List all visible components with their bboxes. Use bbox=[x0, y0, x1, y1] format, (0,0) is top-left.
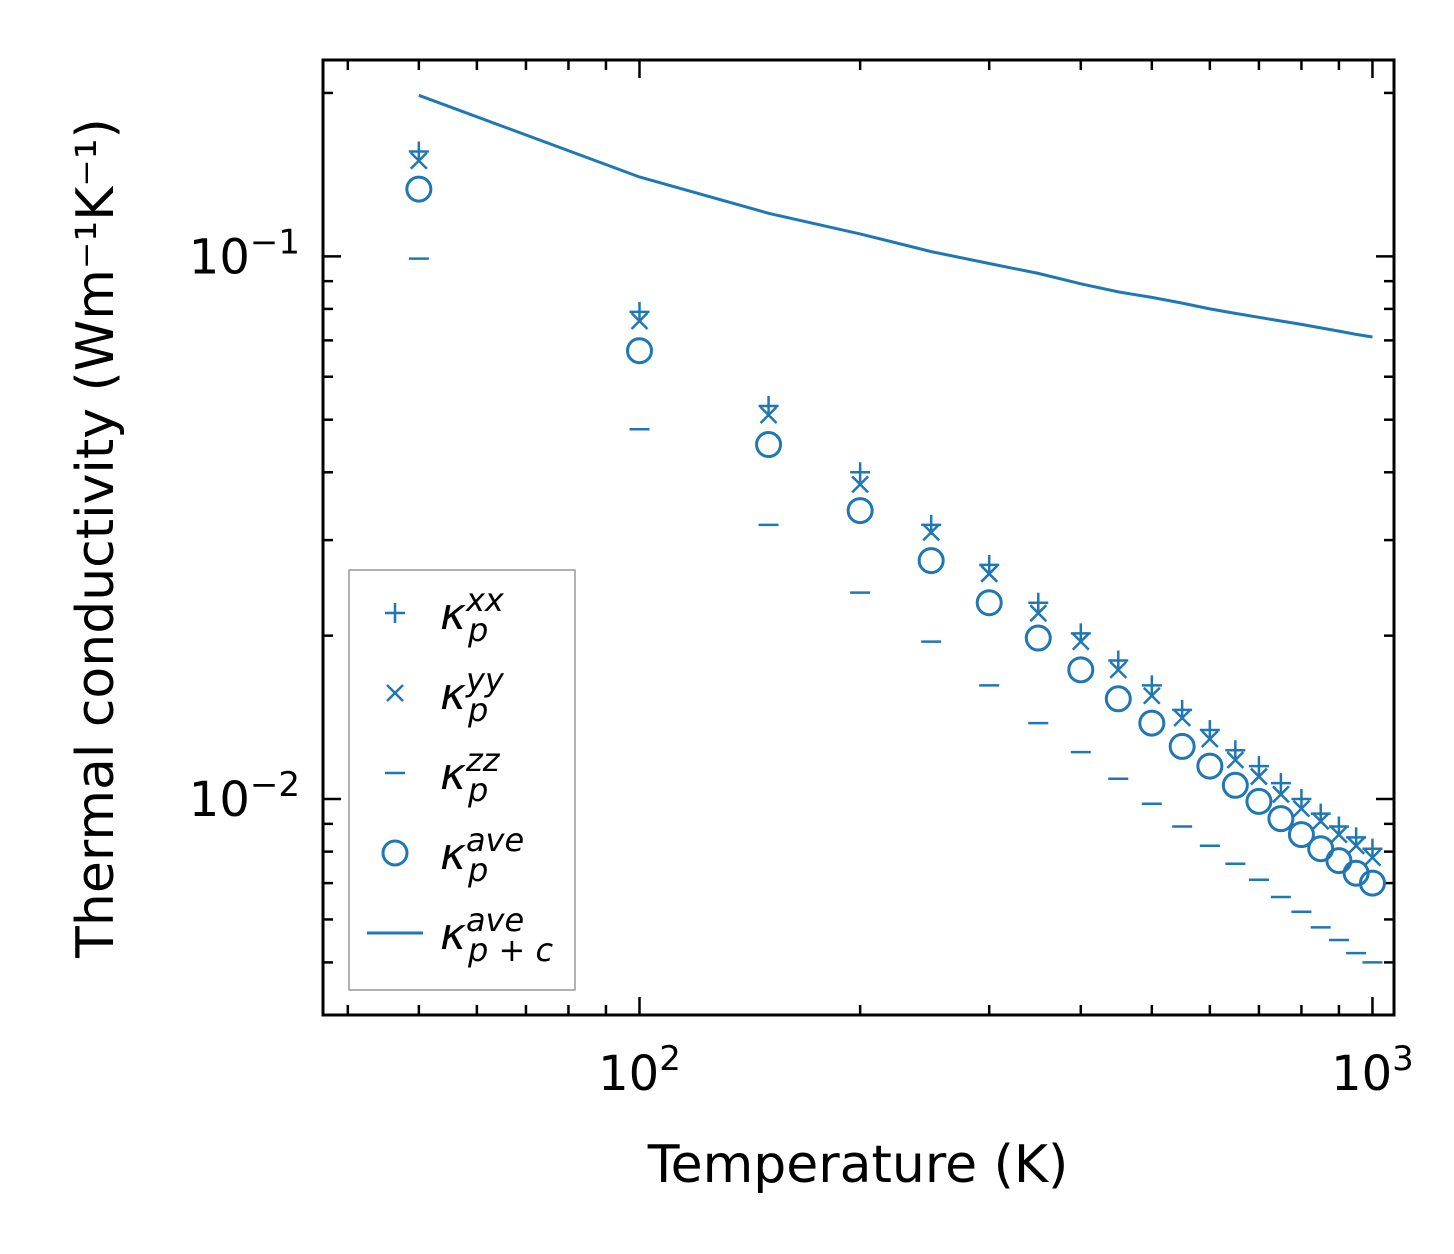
point-kxx bbox=[1270, 773, 1291, 794]
point-kxx bbox=[1028, 592, 1049, 613]
point-kave bbox=[1024, 624, 1052, 652]
point-kave bbox=[1104, 685, 1132, 713]
plot-frame bbox=[321, 58, 1396, 1017]
point-kyy bbox=[1363, 848, 1382, 867]
point-kave bbox=[1067, 656, 1095, 684]
point-kave bbox=[1325, 847, 1353, 875]
point-kxx bbox=[979, 554, 1000, 575]
y-tick-label: 10−1 bbox=[189, 222, 300, 285]
series-marker-layer bbox=[405, 141, 1386, 964]
point-kyy bbox=[1250, 767, 1268, 786]
legend-marker-kave bbox=[381, 839, 409, 867]
point-kxx bbox=[629, 301, 650, 322]
point-kxx bbox=[1108, 650, 1129, 671]
point-kyy bbox=[1347, 836, 1366, 855]
legend-label-kpc: κave p + c bbox=[440, 901, 553, 969]
point-kyy bbox=[630, 312, 649, 330]
legend-label-kzz: κzz p bbox=[440, 741, 501, 809]
point-kave bbox=[1138, 709, 1166, 737]
series-line-layer bbox=[418, 93, 1373, 339]
point-kyy bbox=[922, 523, 941, 542]
point-kave bbox=[625, 337, 653, 365]
y-axis-label: Thermal conductivity (Wm⁻¹K⁻¹) bbox=[66, 118, 126, 959]
point-kxx bbox=[1248, 756, 1269, 777]
point-kyy bbox=[1226, 751, 1245, 769]
point-kave bbox=[755, 431, 783, 459]
point-kave bbox=[917, 547, 945, 575]
point-kxx bbox=[408, 141, 429, 162]
point-kyy bbox=[1292, 799, 1311, 818]
point-kave bbox=[405, 175, 433, 203]
point-kxx bbox=[1199, 720, 1220, 741]
point-kave bbox=[1245, 787, 1273, 815]
point-kave bbox=[846, 497, 874, 525]
point-kave bbox=[1267, 805, 1295, 833]
point-kave bbox=[1287, 821, 1315, 849]
legend-label-kyy: κyy p bbox=[440, 661, 505, 729]
tick-labels: 102 103 10−2 10−1 bbox=[189, 222, 1414, 1102]
point-kyy bbox=[1200, 730, 1219, 748]
legend-box bbox=[348, 569, 576, 991]
point-kave bbox=[1221, 771, 1249, 799]
point-kave bbox=[1358, 869, 1386, 897]
legend-label-kave: κave p bbox=[440, 821, 524, 889]
point-kxx bbox=[1346, 827, 1367, 848]
point-kyy bbox=[759, 406, 778, 424]
point-kyy bbox=[1029, 604, 1048, 623]
point-kyy bbox=[1142, 686, 1161, 705]
point-kxx bbox=[850, 462, 871, 483]
point-kyy bbox=[980, 564, 999, 583]
y-tick-label: 10−2 bbox=[189, 765, 300, 828]
point-kxx bbox=[1141, 675, 1162, 696]
point-kxx bbox=[1225, 740, 1246, 761]
point-kave bbox=[1196, 752, 1224, 780]
point-kave bbox=[1307, 835, 1335, 863]
point-kyy bbox=[1173, 709, 1192, 727]
x-axis-label: Temperature (K) bbox=[647, 1135, 1069, 1195]
point-kyy bbox=[1071, 632, 1090, 651]
point-kyy bbox=[1311, 812, 1330, 831]
point-kyy bbox=[409, 151, 428, 170]
point-kxx bbox=[758, 395, 779, 416]
legend-marker-kxx bbox=[385, 603, 405, 623]
series-line-kpc bbox=[418, 93, 1373, 339]
point-kyy bbox=[1272, 785, 1290, 804]
point-kave bbox=[975, 589, 1003, 617]
point-kyy bbox=[1109, 660, 1128, 679]
legend-marker-kyy bbox=[386, 684, 404, 702]
legend-label-kxx: κxx p bbox=[440, 581, 505, 649]
point-kxx bbox=[1291, 789, 1312, 810]
point-kxx bbox=[1362, 838, 1383, 859]
x-tick-label: 102 bbox=[598, 1039, 681, 1102]
point-kave bbox=[1168, 732, 1196, 760]
legend: κxx p κyy p κzz p κave p κave p + c bbox=[348, 569, 576, 991]
point-kyy bbox=[1330, 825, 1348, 844]
point-kyy bbox=[851, 475, 870, 494]
x-tick-label: 103 bbox=[1331, 1039, 1414, 1102]
